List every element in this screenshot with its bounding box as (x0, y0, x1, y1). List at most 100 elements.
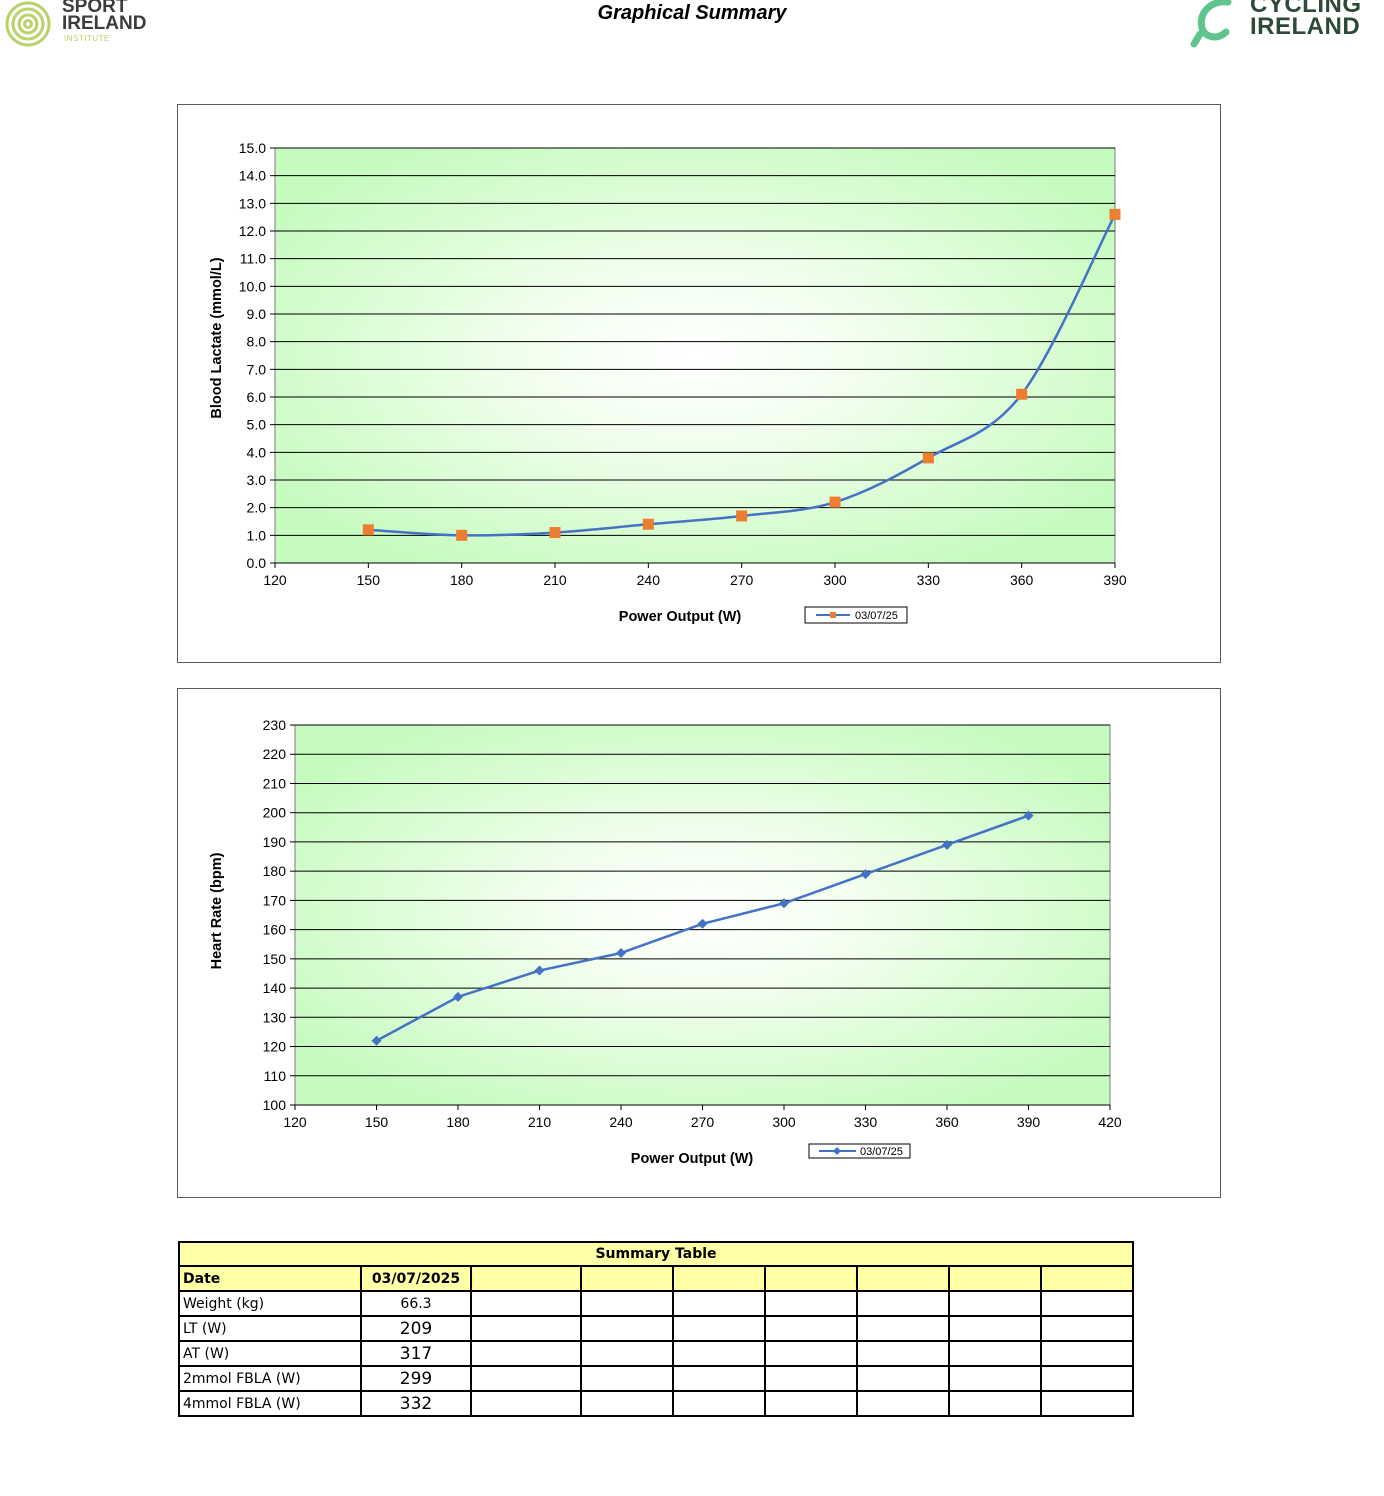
plot-area (274, 147, 1116, 564)
y-tick-label: 160 (263, 922, 287, 938)
logo-right-line1: CYCLING (1250, 0, 1362, 18)
x-tick-label: 270 (730, 572, 754, 588)
summary-table: Summary Table Date 03/07/2025 Weight (kg… (178, 1241, 1134, 1417)
cycling-swoosh-icon (1190, 0, 1232, 48)
y-tick-label: 110 (264, 1068, 287, 1084)
y-tick-label: 7.0 (247, 361, 267, 377)
data-point (922, 452, 934, 464)
row-value: 332 (360, 1390, 472, 1417)
x-axis-title: Power Output (W) (619, 609, 742, 625)
table-row: 4mmol FBLA (W) 332 (178, 1390, 1134, 1417)
x-tick-label: 180 (450, 572, 474, 588)
y-tick-label: 4.0 (247, 444, 267, 460)
x-tick-label: 120 (263, 572, 287, 588)
data-point (942, 839, 952, 850)
y-tick-label: 11.0 (240, 251, 266, 267)
logo-right-line2: IRELAND (1250, 13, 1361, 40)
x-tick-label: 270 (691, 1114, 715, 1130)
date-label: Date (178, 1265, 362, 1292)
y-tick-label: 200 (263, 805, 287, 821)
table-row: AT (W) 317 (178, 1340, 1134, 1367)
logo-left-line1: SPORT (62, 0, 128, 17)
table-row: LT (W) 209 (178, 1315, 1134, 1342)
x-tick-label: 390 (1103, 572, 1127, 588)
y-tick-label: 140 (263, 980, 287, 996)
heart-rate-chart-svg: 100 110 120 130 140 150 160 170 180 190 200 210 220 2… (209, 717, 1122, 1167)
plot-area (294, 724, 1111, 1106)
y-tick-label: 230 (263, 717, 287, 733)
data-point (371, 1035, 382, 1046)
x-tick-label: 240 (609, 1114, 633, 1130)
heart-rate-chart: 100 110 120 130 140 150 160 170 180 190 200 210 220 2… (177, 688, 1221, 1198)
summary-table-title: Summary Table (178, 1241, 1134, 1267)
y-tick-label: 5.0 (247, 417, 267, 433)
y-tick-label: 3.0 (247, 472, 267, 488)
x-tick-label: 150 (365, 1114, 389, 1130)
row-label: AT (W) (178, 1340, 362, 1367)
data-point (456, 529, 468, 541)
x-tick-label: 330 (917, 572, 941, 588)
x-tick-label: 360 (1010, 572, 1034, 588)
data-point (829, 496, 841, 508)
legend-label: 03/07/25 (860, 1146, 903, 1158)
y-tick-label: 15.0 (239, 140, 266, 156)
row-value: 299 (360, 1365, 472, 1392)
legend-label: 03/07/25 (855, 610, 898, 622)
data-point (697, 918, 708, 929)
data-point (642, 518, 654, 530)
y-tick-label: 220 (263, 746, 287, 762)
logo-left-line2: IRELAND (62, 13, 147, 34)
legend: 03/07/25 (808, 1143, 911, 1159)
x-tick-label: 390 (1017, 1114, 1041, 1130)
x-tick-label: 240 (637, 572, 661, 588)
table-row: Weight (kg) 66.3 (178, 1290, 1134, 1317)
x-tick-label: 420 (1098, 1114, 1122, 1130)
x-tick-label: 180 (446, 1114, 470, 1130)
row-label: LT (W) (178, 1315, 362, 1342)
data-point (616, 948, 626, 958)
y-tick-label: 150 (263, 951, 287, 967)
data-point (453, 991, 463, 1002)
sport-ireland-logo: SPORT IRELAND INSTITUTE (4, 0, 154, 56)
x-tick-label: 210 (528, 1114, 552, 1130)
y-tick-label: 100 (263, 1097, 287, 1113)
data-point (860, 869, 871, 880)
lactate-chart: 0.0 1.0 2.0 3.0 4.0 5.0 6.0 7.0 8.0 9.0 10.0 11.0 12… (177, 104, 1221, 663)
y-tick-label: 170 (263, 892, 287, 908)
y-axis-title: Blood Lactate (mmol/L) (209, 257, 225, 418)
data-point (362, 524, 374, 536)
y-axis-title: Heart Rate (bpm) (209, 852, 225, 969)
row-value: 209 (360, 1315, 472, 1342)
row-label: 2mmol FBLA (W) (178, 1365, 362, 1392)
y-tick-label: 2.0 (247, 500, 267, 516)
x-tick-label: 360 (935, 1114, 959, 1130)
data-point (1023, 810, 1034, 821)
lactate-chart-svg: 0.0 1.0 2.0 3.0 4.0 5.0 6.0 7.0 8.0 9.0 10.0 11.0 12… (209, 140, 1127, 625)
data-point (779, 898, 789, 909)
data-point (549, 527, 561, 539)
x-tick-label: 330 (854, 1114, 878, 1130)
cycling-ireland-logo: CYCLING IRELAND (1188, 0, 1368, 50)
date-value: 03/07/2025 (360, 1265, 472, 1292)
x-tick-label: 150 (357, 572, 381, 588)
table-header-row: Date 03/07/2025 (178, 1265, 1134, 1292)
y-tick-label: 120 (263, 1039, 287, 1055)
x-axis-title: Power Output (W) (631, 1151, 754, 1167)
y-tick-label: 8.0 (247, 334, 267, 350)
spiral-icon (5, 1, 51, 47)
y-tick-label: 10.0 (239, 278, 266, 294)
logo-left-line3: INSTITUTE (64, 34, 110, 43)
row-value: 317 (360, 1340, 472, 1367)
y-tick-label: 0.0 (247, 555, 267, 571)
x-tick-label: 300 (823, 572, 847, 588)
y-tick-label: 12.0 (239, 223, 266, 239)
y-tick-label: 6.0 (247, 389, 267, 405)
y-tick-label: 130 (263, 1009, 287, 1025)
y-tick-label: 13.0 (239, 195, 266, 211)
x-tick-label: 300 (772, 1114, 796, 1130)
y-tick-label: 180 (263, 863, 287, 879)
y-tick-label: 9.0 (247, 306, 267, 322)
data-point (534, 965, 545, 976)
y-tick-label: 14.0 (239, 168, 266, 184)
y-tick-label: 1.0 (247, 527, 267, 543)
